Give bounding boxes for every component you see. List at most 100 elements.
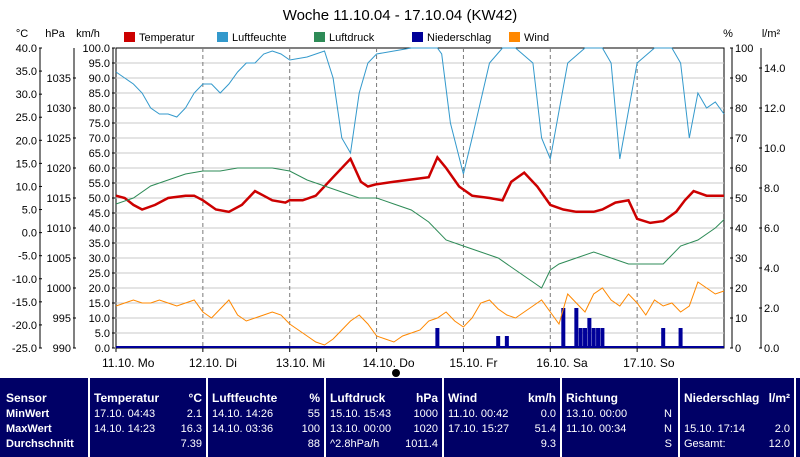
wind-time: 11.10. 00:42 — [448, 408, 509, 420]
hum-value: 100 — [301, 423, 320, 435]
header-luftfeuchte-unit: % — [309, 391, 320, 405]
row-label: MinWert — [6, 408, 50, 420]
rain-axis-tick-label: 6.0 — [764, 223, 779, 235]
temp-axis-tick-label: -25.0 — [12, 343, 37, 355]
humidity-axis-tick-label: 100 — [735, 43, 753, 55]
wind-axis-tick-label: 5.0 — [95, 328, 110, 340]
wind-axis-tick-label: 60.0 — [89, 163, 110, 175]
humidity-axis-tick-label: 40 — [735, 223, 747, 235]
legend-swatch — [412, 32, 423, 42]
press-time: 13.10. 00:00 — [330, 423, 392, 435]
chart-grid — [115, 47, 725, 349]
pressure-axis-tick-label: 990 — [53, 343, 71, 355]
header-temperatur-unit: °C — [188, 391, 202, 405]
column-divider — [442, 378, 444, 457]
header-wind: Wind — [448, 391, 478, 405]
pressure-axis-tick-label: 1030 — [47, 103, 71, 115]
wind-axis-tick-label: 10.0 — [89, 313, 110, 325]
legend-label: Wind — [524, 32, 549, 44]
wind-line — [115, 281, 725, 346]
wind-axis-tick-label: 15.0 — [89, 298, 110, 310]
legend-label: Temperatur — [139, 32, 195, 44]
wind-axis-tick-label: 70.0 — [89, 133, 110, 145]
x-tick-label: 15.10. Fr — [449, 356, 497, 370]
temp-axis-tick-label: 15.0 — [16, 158, 37, 170]
wind-axis-tick-label: 75.0 — [89, 118, 110, 130]
temp-time: 17.10. 04:43 — [94, 408, 156, 420]
dir-time: 13.10. 00:00 — [566, 408, 628, 420]
column-divider — [324, 378, 326, 457]
x-tick-label: 16.10. Sa — [536, 356, 588, 370]
humidity-axis-tick-label: 20 — [735, 283, 747, 295]
stats-table: Sensor Temperatur °C Luftfeuchte % Luftd… — [0, 378, 800, 457]
hum-time: 14.10. 03:36 — [212, 423, 274, 435]
temp-time: 14.10. 14:23 — [94, 423, 156, 435]
wind-value: 51.4 — [534, 423, 556, 435]
column-divider — [794, 378, 796, 457]
niederschlag-bar — [504, 336, 509, 348]
chart-marks — [115, 47, 725, 348]
niederschlag-bar — [661, 328, 666, 348]
header-luftdruck: Luftdruck — [330, 391, 386, 405]
pressure-axis-tick-label: 995 — [53, 313, 71, 325]
legend-swatch — [217, 32, 228, 42]
temp-axis-tick-label: 20.0 — [16, 135, 37, 147]
rain-axis-tick-label: 14.0 — [764, 63, 785, 75]
rain-axis-tick-label: 10.0 — [764, 143, 785, 155]
temp-value: 16.3 — [180, 423, 202, 435]
luftdruck-line — [115, 167, 725, 289]
niederschlag-bar — [600, 328, 605, 348]
chart-legend: Temperatur Luftfeuchte Luftdruck Niederschl… — [124, 32, 549, 44]
dir-value: S — [664, 438, 672, 450]
rain-axis-unit: l/m² — [762, 28, 781, 40]
pressure-axis-tick-label: 1000 — [47, 283, 71, 295]
dir-value: N — [664, 408, 672, 420]
niederschlag-bar — [435, 328, 440, 348]
wind-axis-tick-label: 30.0 — [89, 253, 110, 265]
niederschlag-bar — [596, 328, 601, 348]
wind-axis-tick-label: 35.0 — [89, 238, 110, 250]
column-divider — [88, 378, 90, 457]
header-richtung: Richtung — [566, 391, 618, 405]
niederschlag-bar — [578, 328, 583, 348]
rain-axis-tick-label: 0.0 — [764, 343, 779, 355]
x-tick-label: 13.10. Mi — [276, 356, 325, 370]
rain-time: Gesamt: — [684, 438, 726, 450]
wind-axis-tick-label: 80.0 — [89, 103, 110, 115]
niederschlag-bar — [574, 308, 579, 348]
temp-axis-tick-label: 30.0 — [16, 89, 37, 101]
temp-axis-tick-label: 35.0 — [16, 66, 37, 78]
niederschlag-bar — [591, 328, 596, 348]
wind-value: 0.0 — [540, 408, 556, 420]
humidity-axis-tick-label: 60 — [735, 163, 747, 175]
temperatur-line — [115, 155, 724, 225]
humidity-axis-unit: % — [723, 28, 733, 40]
rain-value: 12.0 — [768, 438, 790, 450]
humidity-axis-tick-label: 50 — [735, 193, 747, 205]
wind-axis-tick-label: 95.0 — [89, 58, 110, 70]
press-time: ^2.8hPa/h — [330, 438, 380, 450]
hum-value: 88 — [307, 438, 320, 450]
rain-time: 15.10. 17:14 — [684, 423, 746, 435]
wind-axis-tick-label: 65.0 — [89, 148, 110, 160]
wind-axis-unit: km/h — [76, 28, 100, 40]
rain-axis-tick-label: 8.0 — [764, 183, 779, 195]
rain-axis-tick-label: 12.0 — [764, 103, 785, 115]
rain-axis-tick-label: 4.0 — [764, 263, 779, 275]
header-sensor: Sensor — [6, 391, 47, 405]
wind-axis-tick-label: 55.0 — [89, 178, 110, 190]
header-luftdruck-unit: hPa — [415, 391, 438, 405]
niederschlag-bar — [678, 328, 683, 348]
wind-axis-tick-label: 45.0 — [89, 208, 110, 220]
x-tick-label: 17.10. So — [623, 356, 675, 370]
wind-axis-tick-label: 90.0 — [89, 73, 110, 85]
humidity-axis-tick-label: 0 — [735, 343, 741, 355]
header-niederschlag-unit: l/m² — [768, 391, 790, 405]
temp-axis-tick-label: 40.0 — [16, 43, 37, 55]
wind-axis-tick-label: 0.0 — [95, 343, 110, 355]
temp-value: 7.39 — [180, 438, 202, 450]
legend-swatch — [124, 32, 135, 42]
humidity-axis-tick-label: 90 — [735, 73, 747, 85]
pressure-axis-tick-label: 1005 — [47, 253, 71, 265]
temp-axis-tick-label: -10.0 — [12, 274, 37, 286]
